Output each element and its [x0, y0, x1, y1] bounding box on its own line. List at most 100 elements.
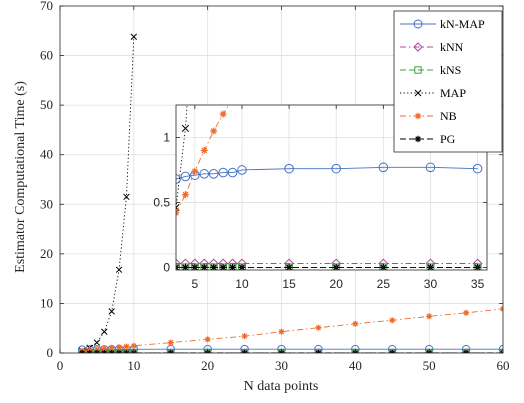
data-point — [498, 348, 503, 353]
data-point — [425, 162, 436, 173]
y-tick-label: 20 — [40, 246, 53, 261]
data-point — [389, 317, 396, 324]
data-point — [210, 263, 218, 270]
x-tick-label: 35 — [471, 277, 485, 291]
x-tick-label: 60 — [497, 358, 510, 373]
data-point — [123, 343, 130, 350]
series-map — [176, 105, 190, 212]
inset-axes-box — [175, 104, 488, 271]
data-point — [352, 320, 359, 327]
data-point — [114, 348, 124, 353]
legend-label: PG — [440, 132, 456, 146]
legend-item: kNN — [400, 40, 464, 54]
data-point — [241, 333, 248, 340]
data-point — [426, 313, 433, 320]
legend-item: PG — [400, 132, 456, 146]
data-point — [130, 33, 138, 40]
data-point — [378, 162, 389, 173]
data-point — [129, 348, 139, 353]
x-tick-label: 30 — [275, 358, 288, 373]
data-point — [315, 324, 322, 331]
data-point — [227, 167, 238, 178]
legend-marker — [414, 66, 422, 74]
data-point — [108, 344, 115, 351]
data-point — [101, 345, 108, 352]
data-point — [176, 174, 181, 184]
data-point — [229, 263, 236, 270]
data-point — [284, 163, 294, 174]
x-tick-label: 25 — [377, 277, 391, 291]
data-point — [203, 344, 212, 353]
legend-label: kN-MAP — [440, 17, 485, 31]
data-point — [240, 348, 250, 353]
data-point — [77, 348, 87, 353]
x-tick-label: 20 — [201, 358, 214, 373]
y-tick-label: 70 — [40, 0, 53, 13]
data-point — [101, 328, 108, 335]
y-tick-label: 40 — [40, 147, 53, 162]
legend-item: NB — [400, 109, 457, 123]
data-point — [167, 339, 174, 346]
data-point — [166, 348, 176, 353]
legend-item: kN-MAP — [400, 17, 485, 31]
data-point — [108, 308, 115, 315]
legend-item: kNS — [400, 63, 461, 77]
data-point — [276, 348, 287, 353]
data-point — [92, 348, 102, 353]
x-tick-label: 30 — [424, 277, 438, 291]
series-nb — [79, 305, 503, 353]
inset-ticks: 5 10 15 20 25 30 35 0 0.5 1 — [153, 105, 487, 291]
data-point — [463, 309, 470, 316]
data-point — [219, 263, 227, 270]
data-point — [387, 344, 397, 353]
data-point — [199, 169, 210, 179]
data-point — [116, 344, 123, 351]
legend-marker — [414, 135, 422, 143]
data-point — [472, 163, 483, 174]
legend-label: kNN — [440, 40, 464, 54]
data-point — [200, 263, 208, 270]
x-tick-label: 40 — [349, 358, 362, 373]
y-tick-label: 1 — [163, 130, 170, 144]
data-point — [210, 127, 218, 135]
y-tick-label: 0 — [163, 260, 170, 274]
legend-label: NB — [440, 109, 457, 123]
data-point — [203, 348, 213, 353]
data-point — [180, 171, 191, 182]
data-point — [176, 258, 182, 269]
x-tick-label: 5 — [192, 277, 199, 291]
data-point — [313, 348, 323, 353]
x-tick-label: 50 — [423, 358, 436, 373]
data-point — [204, 336, 211, 343]
data-point — [331, 163, 342, 174]
data-point — [181, 263, 189, 270]
data-point — [181, 124, 190, 132]
legend-box — [393, 10, 503, 153]
data-point — [424, 344, 434, 353]
x-tick-label: 10 — [127, 358, 140, 373]
x-tick-label: 0 — [57, 358, 64, 373]
data-point — [208, 169, 219, 179]
data-point — [314, 344, 323, 353]
data-point — [107, 348, 117, 353]
data-point — [191, 167, 199, 175]
y-tick-label: 0.5 — [153, 195, 170, 209]
data-point — [176, 204, 180, 212]
data-point — [85, 348, 95, 353]
legend: kN-MAP kNN kNS MAP NB PG — [393, 10, 503, 153]
legend-marker — [414, 112, 422, 120]
x-tick-label: 10 — [235, 277, 249, 291]
y-tick-label: 60 — [40, 48, 53, 63]
legend-marker — [413, 42, 423, 52]
y-axis-title: Estimator Computational Time (s) — [13, 81, 28, 273]
data-point — [93, 346, 100, 353]
data-point — [351, 344, 360, 353]
legend-item: MAP — [400, 86, 466, 100]
data-point — [237, 165, 247, 175]
x-tick-label: 20 — [330, 277, 344, 291]
data-point — [219, 110, 227, 118]
legend-label: kNS — [440, 63, 461, 77]
series-line — [81, 36, 135, 352]
